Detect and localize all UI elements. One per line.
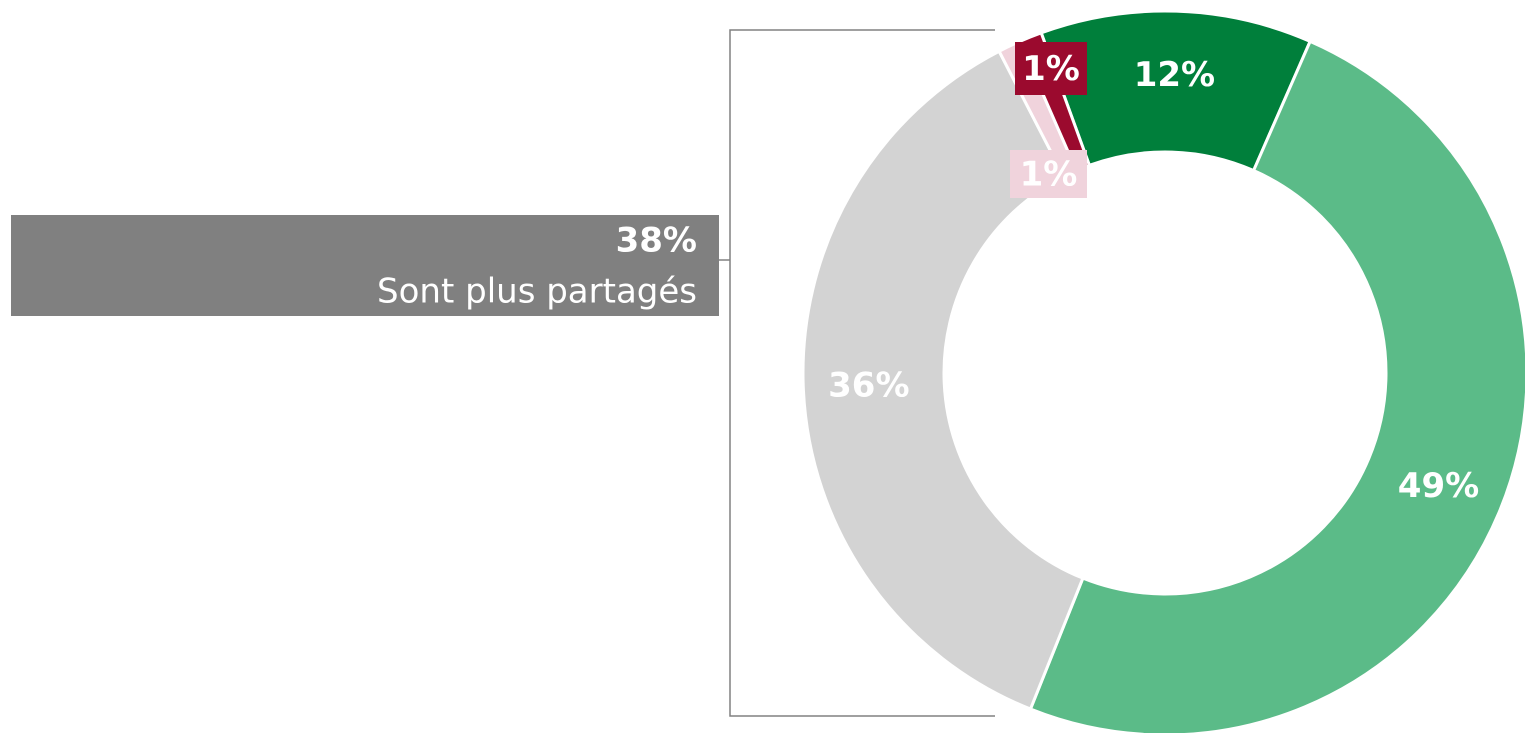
value-label: 12% bbox=[1134, 55, 1215, 95]
bracket-text: Sont plus partagés bbox=[377, 272, 697, 312]
value-label: 49% bbox=[1398, 466, 1479, 506]
value-label: 36% bbox=[828, 366, 909, 406]
label-box bbox=[1015, 42, 1087, 95]
value-label: 1% bbox=[1022, 49, 1080, 89]
slice bbox=[1028, 39, 1525, 733]
value-label: 1% bbox=[1020, 155, 1078, 195]
label-box bbox=[1010, 150, 1087, 198]
bracket-line bbox=[719, 29, 995, 717]
bracket-box bbox=[11, 215, 719, 316]
slice bbox=[801, 49, 1085, 712]
bracket-value: 38% bbox=[616, 221, 697, 261]
